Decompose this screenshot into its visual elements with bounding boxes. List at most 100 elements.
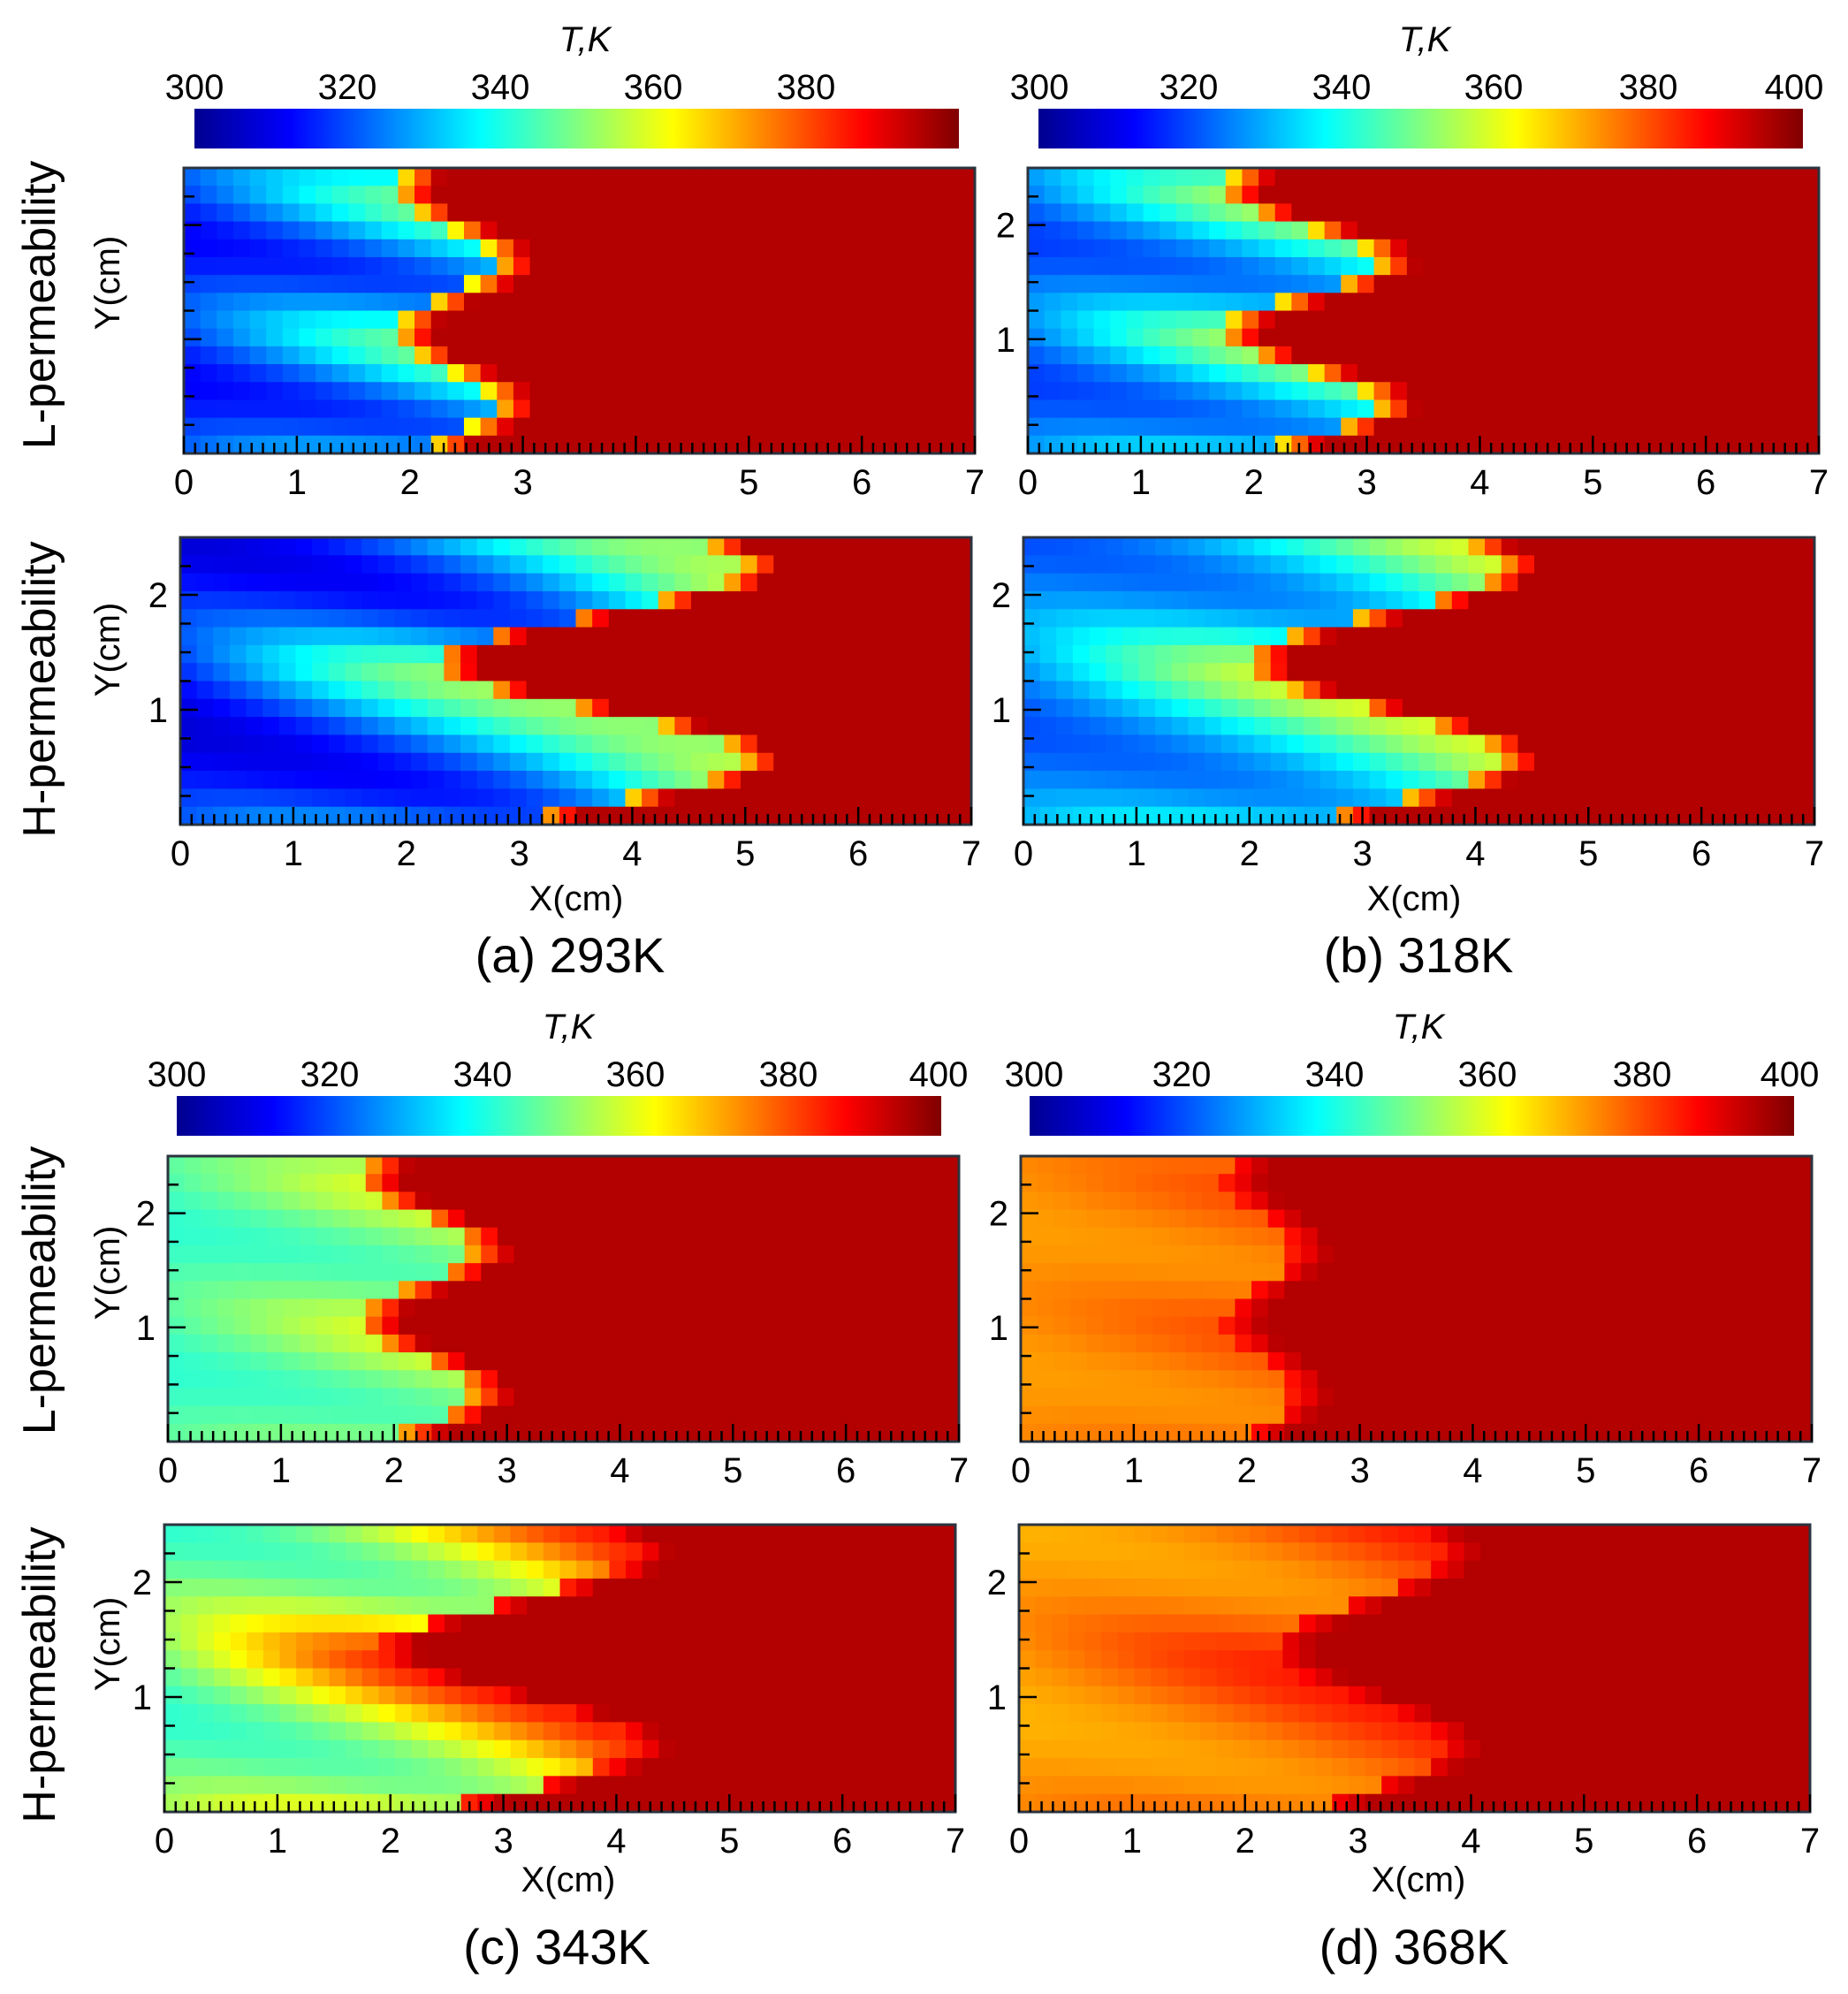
- heatmap-cell: [180, 1560, 198, 1579]
- heatmap-cell: [365, 328, 383, 347]
- heatmap-cell: [1336, 663, 1354, 682]
- heatmap-cell: [727, 1316, 746, 1336]
- heatmap-cell: [675, 1704, 693, 1724]
- heatmap-cell: [266, 221, 284, 240]
- heatmap-cell: [527, 1686, 544, 1705]
- heatmap-cell: [1604, 417, 1622, 437]
- heatmap-cell: [889, 1542, 907, 1562]
- heatmap-cell: [761, 1423, 779, 1442]
- heatmap-cell: [1160, 400, 1177, 419]
- heatmap-cell: [1390, 364, 1408, 383]
- heatmap-cell: [230, 1650, 247, 1670]
- heatmap-cell: [612, 328, 630, 347]
- heatmap-cell: [695, 1405, 712, 1425]
- heatmap-cell: [625, 644, 643, 664]
- heatmap-cell: [399, 1352, 416, 1371]
- heatmap-cell: [922, 1578, 939, 1597]
- heatmap-cell: [1324, 186, 1342, 204]
- heatmap-cell: [527, 1578, 544, 1597]
- heatmap-cell: [463, 382, 482, 401]
- heatmap-cell: [1798, 663, 1815, 682]
- heatmap-cell: [1126, 400, 1145, 419]
- heatmap-cell: [428, 1560, 445, 1579]
- heatmap-cell: [1456, 239, 1474, 258]
- heatmap-cell: [625, 734, 643, 754]
- heatmap-cell: [1122, 663, 1140, 682]
- heatmap-cell: [674, 573, 692, 592]
- heatmap-cell: [381, 203, 399, 223]
- heatmap-cell: [642, 1632, 659, 1651]
- heatmap-cell: [232, 310, 251, 330]
- heatmap-cell: [876, 221, 894, 240]
- heatmap-cell: [295, 771, 313, 789]
- heatmap-cell: [724, 537, 741, 556]
- heatmap-cell: [1555, 221, 1572, 240]
- heatmap-cell: [1122, 752, 1140, 772]
- heatmap-cell: [312, 788, 330, 808]
- heatmap-cell: [460, 1668, 478, 1687]
- heatmap-cell: [888, 609, 907, 628]
- heatmap-cell: [184, 1227, 202, 1246]
- heatmap-cell: [1072, 609, 1091, 628]
- heatmap-cell: [942, 1156, 960, 1175]
- heatmap-cell: [250, 1316, 268, 1336]
- heatmap-cell: [1505, 203, 1523, 223]
- heatmap-cell: [331, 256, 350, 276]
- heatmap-cell: [497, 203, 514, 223]
- heatmap-cell: [1373, 364, 1391, 383]
- heatmap-cell: [892, 275, 910, 293]
- heatmap-cell: [893, 1156, 910, 1175]
- heatmap-cell: [1736, 221, 1754, 240]
- heatmap-cell: [1106, 573, 1123, 592]
- heatmap-cell: [708, 1542, 726, 1562]
- heatmap-cell: [1093, 186, 1111, 204]
- heatmap-cell: [794, 1405, 811, 1425]
- heatmap-cell: [642, 627, 659, 646]
- heatmap-cell: [1583, 788, 1601, 808]
- heatmap-cell: [625, 681, 643, 700]
- heatmap-cell: [1699, 698, 1716, 718]
- heatmap-cell: [200, 275, 217, 293]
- heatmap-b-L-permeability: 0 1 2 3 4 5 6 712: [996, 166, 1829, 502]
- heatmap-cell: [394, 806, 412, 826]
- heatmap-cell: [761, 1405, 779, 1425]
- heatmap-cell: [1221, 555, 1238, 575]
- heatmap-cell: [789, 573, 808, 592]
- heatmap-cell: [378, 1525, 396, 1543]
- heatmap-cell: [559, 681, 577, 700]
- heatmap-cell: [695, 1209, 712, 1229]
- heatmap-cell: [839, 717, 857, 736]
- heatmap-cell: [262, 1560, 281, 1579]
- heatmap-cell: [481, 1244, 498, 1264]
- heatmap-cell: [1670, 293, 1688, 312]
- heatmap-cell: [612, 1352, 630, 1371]
- heatmap-cell: [1039, 788, 1057, 808]
- heatmap-cell: [596, 1244, 614, 1264]
- heatmap-cell: [1682, 752, 1700, 772]
- heatmap-cell: [480, 328, 498, 347]
- colorbar-a-tick-320: 320: [318, 68, 377, 107]
- heatmap-cell: [1089, 717, 1107, 736]
- heatmap-cell: [843, 1209, 861, 1229]
- heatmap-cell: [361, 609, 379, 628]
- heatmap-cell: [1456, 417, 1474, 437]
- x-tick-label: 6: [1692, 834, 1711, 873]
- heatmap-cell: [740, 771, 758, 789]
- heatmap-cell: [777, 400, 795, 419]
- heatmap-cell: [872, 771, 890, 789]
- heatmap-cell: [1171, 555, 1190, 575]
- heatmap-cell: [823, 752, 840, 772]
- heatmap-cell: [1072, 627, 1091, 646]
- heatmap-cell: [695, 1388, 712, 1407]
- heatmap-cell: [562, 203, 581, 223]
- heatmap-cell: [1028, 346, 1046, 365]
- colorbar-c: T,K 300 320 340 360 380 400: [148, 1008, 968, 1136]
- heatmap-cell: [1155, 771, 1173, 789]
- heatmap-cell: [349, 1298, 367, 1318]
- heatmap-cell: [266, 275, 284, 293]
- heatmap-cell: [1418, 752, 1436, 772]
- heatmap-cell: [1769, 168, 1787, 186]
- heatmap-cell: [629, 1174, 647, 1192]
- heatmap-cell: [724, 681, 741, 700]
- heatmap-cell: [954, 734, 972, 754]
